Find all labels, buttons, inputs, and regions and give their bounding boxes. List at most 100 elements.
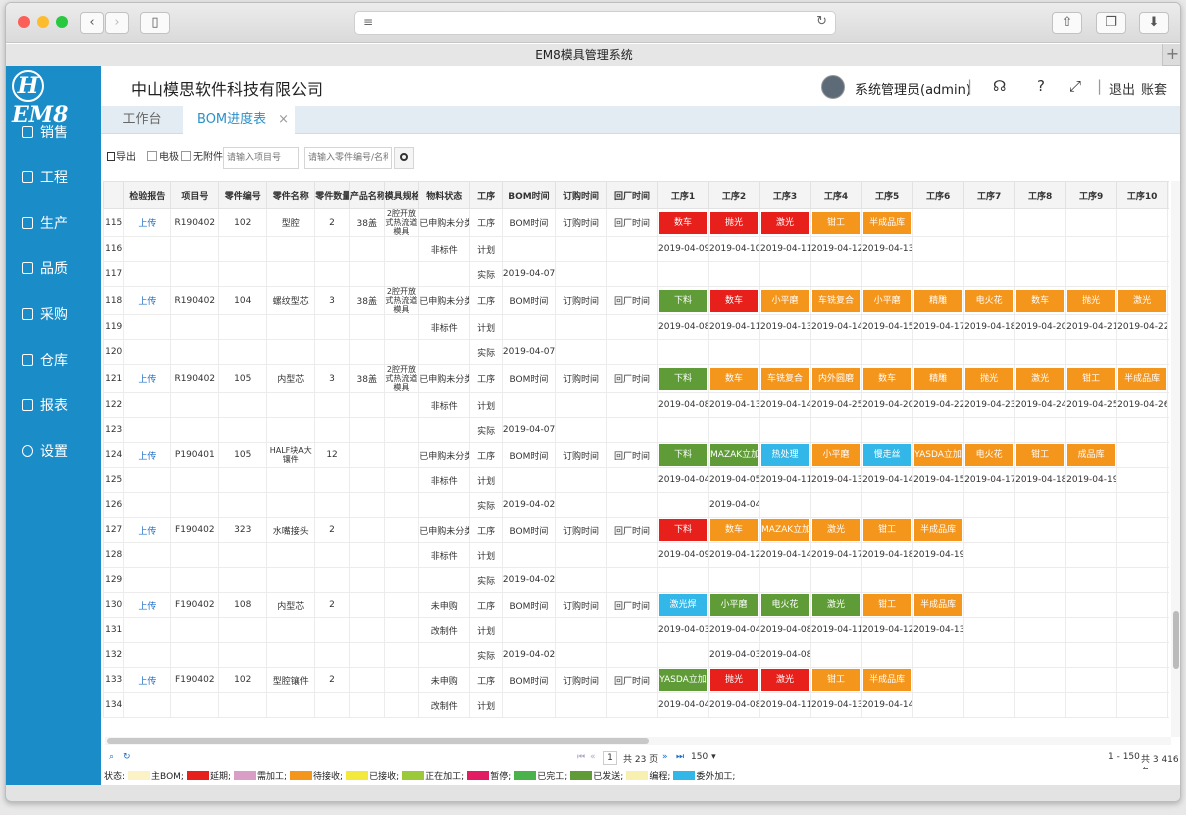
step-badge[interactable]: 半成品库 (914, 519, 963, 541)
step-badge[interactable]: 小平磨 (710, 594, 759, 616)
headset-icon[interactable]: ☊ (993, 77, 1007, 95)
step-badge[interactable]: 钳工 (863, 594, 912, 616)
sidebar-item-production[interactable]: 生产 (6, 206, 101, 242)
step-badge[interactable]: 电火花 (761, 594, 810, 616)
vertical-scrollbar[interactable] (1171, 181, 1180, 737)
table-row[interactable]: 115 上传 R190402 102 型腔 2 38盖 2腔开放式热流道模具 已申购未分类 工序 B… (103, 208, 1169, 237)
step-badge[interactable]: 下料 (659, 367, 708, 390)
step-badge[interactable]: MAZAK立加 (710, 444, 759, 466)
column-header[interactable]: 工序6 (912, 181, 965, 209)
table-row[interactable]: 123 实际 2019-04-07 (103, 417, 1169, 443)
step-badge[interactable]: 钳工 (812, 669, 861, 691)
no-attachment-checkbox[interactable]: 无附件 (181, 148, 223, 163)
step-badge[interactable]: 抛光 (710, 211, 759, 234)
step-badge[interactable]: YASDA立加 (659, 669, 708, 691)
column-header[interactable]: 工序4 (810, 181, 863, 209)
step-badge[interactable]: 数车 (710, 367, 759, 390)
table-row[interactable]: 124 上传 P190401 105 HALF块A大镶件 12 已申购未分类 工序 BOM时间订… (103, 442, 1169, 468)
step-badge[interactable]: 数车 (863, 367, 912, 390)
horizontal-scrollbar[interactable] (105, 737, 1171, 745)
sidebar-item-purchase[interactable]: 采购 (6, 297, 101, 333)
reload-icon[interactable]: ↻ (816, 14, 827, 29)
sidebar-toggle-icon[interactable]: ▯ (140, 12, 170, 34)
step-badge[interactable]: 激光 (761, 211, 810, 234)
electrode-checkbox[interactable]: 电极 (147, 148, 179, 163)
step-badge[interactable]: 下料 (659, 519, 708, 541)
column-header[interactable]: 工序9 (1065, 181, 1118, 209)
table-row[interactable]: 127 上传 F190402 323 水嘴接头 2 已申购未分类 工序 BOM时间 订购时间 回厂时… (103, 517, 1169, 543)
table-row[interactable]: 130 上传 F190402 108 内型芯 2 未申购 工序 BOM时间 订购时间 回厂时间 激光焊… (103, 592, 1169, 618)
step-badge[interactable]: 半成品库 (863, 211, 912, 234)
page-size-select[interactable]: 150 ▾ (691, 752, 716, 762)
column-header[interactable]: 工序3 (759, 181, 812, 209)
table-row[interactable]: 128 非标件 计划 2019-04-09 2019-04-12 2019-04-14 20… (103, 542, 1169, 568)
step-badge[interactable]: 激光 (812, 594, 861, 616)
help-icon[interactable]: ? (1037, 77, 1045, 95)
step-badge[interactable]: 数车 (710, 519, 759, 541)
horizontal-scroll-thumb[interactable] (107, 738, 649, 744)
column-header[interactable] (103, 181, 125, 209)
browser-tab[interactable]: EM8模具管理系统 (6, 44, 1162, 66)
column-header[interactable]: 工序7 (963, 181, 1016, 209)
step-badge[interactable]: 电火花 (965, 289, 1014, 312)
account-link[interactable]: 账套 (1141, 83, 1168, 98)
user-name[interactable]: 系统管理员(admin) (855, 83, 971, 98)
step-badge[interactable]: 半成品库 (914, 594, 963, 616)
step-badge[interactable]: 激光 (812, 519, 861, 541)
step-badge[interactable]: 抛光 (710, 669, 759, 691)
tab-bom-progress[interactable]: BOM进度表 × (183, 106, 295, 134)
maximize-window-icon[interactable] (56, 16, 68, 28)
step-badge[interactable]: 钳工 (1067, 367, 1116, 390)
table-row[interactable]: 134 改制件 计划 2019-04-04 2019-04-08 2019-04-11 20… (103, 692, 1169, 718)
step-badge[interactable]: 数车 (1016, 289, 1065, 312)
step-badge[interactable]: 下料 (659, 289, 708, 312)
step-badge[interactable]: 精雕 (914, 289, 963, 312)
share-icon[interactable]: ⇧ (1052, 12, 1082, 34)
table-row[interactable]: 132 实际 2019-04-02 2019-04-03 2019-04-08 (103, 642, 1169, 668)
last-page-icon[interactable]: ⏭ (676, 752, 685, 762)
tab-workbench[interactable]: 工作台 (122, 112, 162, 127)
table-row[interactable]: 131 改制件 计划 2019-04-03 2019-04-04 2019-04-08 20… (103, 617, 1169, 643)
column-header[interactable]: 工序2 (708, 181, 761, 209)
sidebar-item-warehouse[interactable]: 仓库 (6, 343, 101, 379)
table-row[interactable]: 120 实际 2019-04-07 (103, 339, 1169, 365)
step-badge[interactable]: 抛光 (1067, 289, 1116, 312)
step-badge[interactable]: 激光 (1118, 289, 1167, 312)
next-page-icon[interactable]: » (662, 752, 668, 762)
table-row[interactable]: 117 实际 2019-04-07 (103, 261, 1169, 287)
column-header[interactable]: 零件编号 (218, 181, 268, 209)
step-badge[interactable]: 钳工 (863, 519, 912, 541)
sidebar-item-settings[interactable]: 设置 (6, 434, 101, 470)
address-bar[interactable]: ≡ ↻ (354, 11, 836, 35)
table-row[interactable]: 118 上传 R190402 104 螺纹型芯 3 38盖 2腔开放式热流道模具 已申购未分类工… (103, 286, 1169, 315)
column-header[interactable]: 物料状态 (418, 181, 471, 209)
column-header[interactable]: 检验报告 (123, 181, 172, 209)
column-header[interactable]: 零件数量 (314, 181, 350, 209)
column-header[interactable]: 工序5 (861, 181, 914, 209)
step-badge[interactable]: 电火花 (965, 444, 1014, 466)
step-badge[interactable]: 小平磨 (812, 444, 861, 466)
tabs-overview-icon[interactable]: ❐ (1096, 12, 1126, 34)
table-row[interactable]: 122 非标件 计划 2019-04-08 2019-04-13 2019-04-14 20… (103, 392, 1169, 418)
page-number-input[interactable]: 1 (603, 751, 617, 765)
step-badge[interactable]: 小平磨 (863, 289, 912, 312)
table-row[interactable]: 133 上传 F190402 102 型腔镶件 2 未申购 工序 BOM时间 订购时间 回厂时间 YA… (103, 667, 1169, 693)
sidebar-item-sales[interactable]: 销售 (6, 115, 101, 151)
table-row[interactable]: 116 非标件 计划 2019-04-09 2019-04-10 2019-04-11 20… (103, 236, 1169, 262)
step-badge[interactable]: 抛光 (965, 367, 1014, 390)
back-icon[interactable]: ‹ (80, 12, 104, 34)
sidebar-item-quality[interactable]: 品质 (6, 251, 101, 287)
project-search-input[interactable] (223, 147, 299, 169)
logout-link[interactable]: 退出 (1109, 83, 1136, 98)
column-header[interactable]: 工序 (469, 181, 503, 209)
avatar[interactable] (821, 75, 845, 99)
table-row[interactable]: 126 实际 2019-04-02 2019-04-04 (103, 492, 1169, 518)
minimize-window-icon[interactable] (37, 16, 49, 28)
sidebar-item-report[interactable]: 报表 (6, 388, 101, 424)
column-header[interactable]: 工序 (1167, 181, 1169, 209)
step-badge[interactable]: 慢走丝 (863, 444, 912, 466)
step-badge[interactable]: 钳工 (812, 211, 861, 234)
step-badge[interactable]: 数车 (659, 211, 708, 234)
step-badge[interactable]: 热处理 (761, 444, 810, 466)
part-search-input[interactable] (304, 147, 392, 169)
